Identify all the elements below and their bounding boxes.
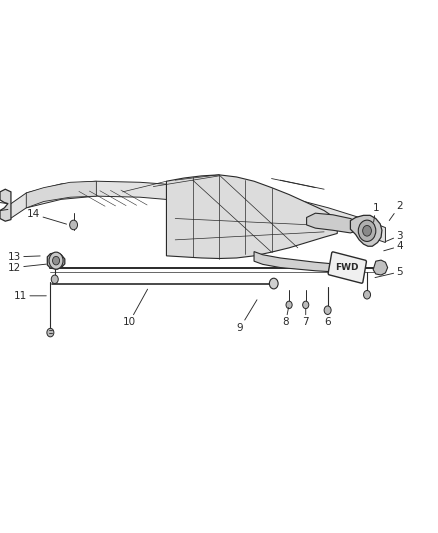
Circle shape xyxy=(53,256,60,265)
Circle shape xyxy=(364,290,371,299)
Polygon shape xyxy=(0,189,11,221)
Circle shape xyxy=(358,220,376,241)
Circle shape xyxy=(51,275,58,284)
Polygon shape xyxy=(9,181,385,243)
Text: 11: 11 xyxy=(14,291,46,301)
Polygon shape xyxy=(47,253,65,269)
Text: FWD: FWD xyxy=(336,263,359,272)
Text: 6: 6 xyxy=(324,314,331,327)
Circle shape xyxy=(49,252,63,269)
FancyBboxPatch shape xyxy=(328,252,367,283)
Circle shape xyxy=(269,278,278,289)
Text: 4: 4 xyxy=(384,241,403,251)
Text: 8: 8 xyxy=(282,308,289,327)
Text: 3: 3 xyxy=(386,231,403,241)
Circle shape xyxy=(70,220,78,230)
Text: 7: 7 xyxy=(302,309,309,327)
Text: 12: 12 xyxy=(8,263,46,272)
Circle shape xyxy=(286,301,292,309)
Text: 14: 14 xyxy=(27,209,67,224)
Circle shape xyxy=(303,301,309,309)
Text: 1: 1 xyxy=(372,203,379,222)
Text: 10: 10 xyxy=(123,289,148,327)
Polygon shape xyxy=(307,213,359,233)
Circle shape xyxy=(363,225,371,236)
Polygon shape xyxy=(350,215,382,246)
Text: 2: 2 xyxy=(389,201,403,221)
Text: 13: 13 xyxy=(8,252,40,262)
Text: 9: 9 xyxy=(237,300,257,333)
Text: 5: 5 xyxy=(375,267,403,278)
Polygon shape xyxy=(373,260,388,275)
Circle shape xyxy=(324,306,331,314)
Polygon shape xyxy=(254,252,350,273)
Polygon shape xyxy=(26,181,96,208)
Polygon shape xyxy=(166,175,337,259)
Circle shape xyxy=(47,328,54,337)
